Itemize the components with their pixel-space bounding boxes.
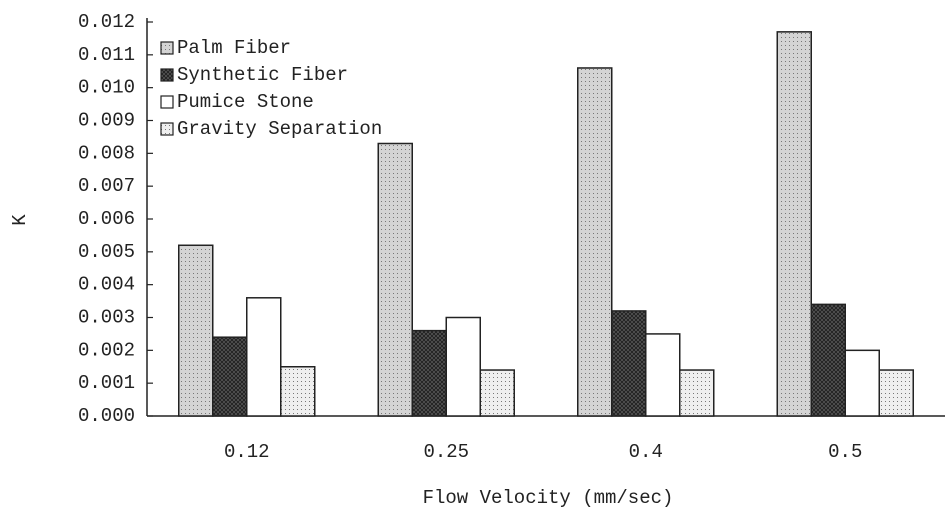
y-axis-label: K	[9, 214, 31, 226]
bar	[577, 67, 613, 417]
bar	[280, 366, 316, 417]
legend-swatch	[160, 68, 174, 82]
y-tick-label: 0.005	[78, 241, 135, 263]
bar	[679, 369, 715, 417]
legend-swatch	[160, 95, 174, 109]
bar	[212, 336, 248, 417]
bar	[844, 349, 880, 417]
legend-label: Pumice Stone	[177, 91, 314, 113]
x-tick-label: 0.4	[629, 441, 663, 463]
legend-swatch	[160, 41, 174, 55]
y-tick-label: 0.009	[78, 110, 135, 132]
y-tick-label: 0.010	[78, 77, 135, 99]
legend-swatch	[160, 122, 174, 136]
x-axis-label: Flow Velocity (mm/sec)	[423, 487, 674, 509]
legend-label: Palm Fiber	[177, 37, 291, 59]
bar	[445, 316, 481, 417]
y-tick-label: 0.004	[78, 274, 135, 296]
y-tick-label: 0.003	[78, 307, 135, 329]
bar	[645, 333, 681, 417]
y-tick-label: 0.012	[78, 11, 135, 33]
x-tick-label: 0.12	[224, 441, 270, 463]
y-tick-label: 0.007	[78, 175, 135, 197]
y-tick-label: 0.001	[78, 372, 135, 394]
legend-label: Gravity Separation	[177, 118, 382, 140]
bar	[246, 297, 282, 417]
y-tick-label: 0.006	[78, 208, 135, 230]
bar	[611, 310, 647, 417]
y-tick-label: 0.002	[78, 339, 135, 361]
bar	[377, 142, 413, 417]
y-tick-label: 0.008	[78, 142, 135, 164]
bar	[411, 329, 447, 417]
bar	[878, 369, 914, 417]
bar	[810, 303, 846, 417]
x-tick-label: 0.5	[828, 441, 862, 463]
y-tick-label: 0.000	[78, 405, 135, 427]
bar	[178, 244, 214, 417]
legend-label: Synthetic Fiber	[177, 64, 348, 86]
x-tick-label: 0.25	[423, 441, 469, 463]
y-tick-label: 0.011	[78, 44, 135, 66]
bar	[776, 31, 812, 417]
bar	[479, 369, 515, 417]
